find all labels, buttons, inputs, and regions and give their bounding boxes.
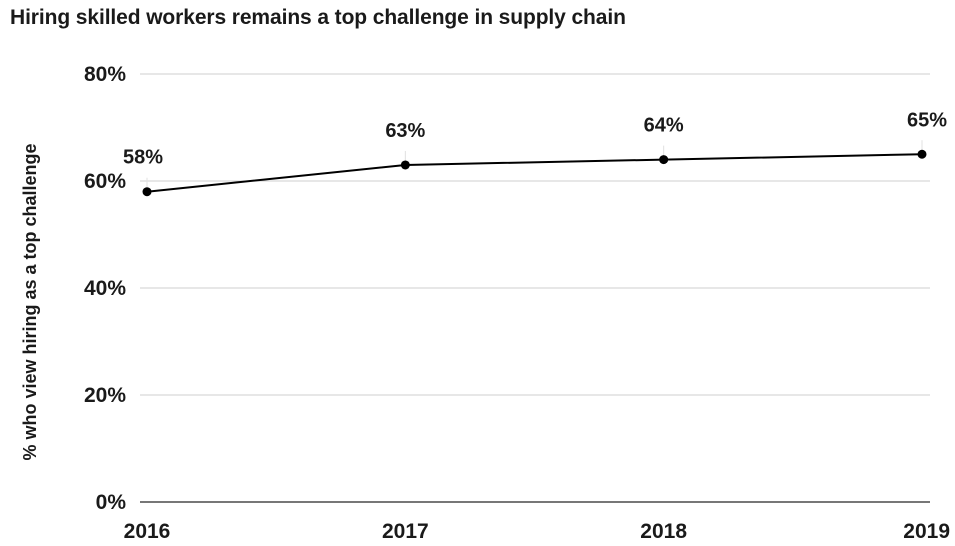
x-tick-label: 2016 — [124, 520, 171, 543]
data-label: 65% — [907, 109, 947, 131]
x-axis-ticks: 2016 2017 2018 2019 — [124, 520, 950, 543]
data-label: 63% — [385, 120, 425, 142]
gridlines — [140, 73, 930, 503]
y-tick-label: 20% — [84, 384, 126, 407]
x-tick-label: 2017 — [382, 520, 429, 543]
series-line-path — [146, 153, 923, 193]
x-tick-label: 2019 — [903, 520, 950, 543]
y-axis-title: % who view hiring as a top challenge — [20, 143, 40, 460]
data-point — [917, 149, 927, 159]
y-axis-ticks: 0% 20% 40% 60% 80% — [84, 63, 126, 514]
data-point — [659, 155, 669, 165]
y-tick-label: 80% — [84, 63, 126, 86]
data-point — [400, 160, 410, 170]
y-tick-label: 0% — [96, 491, 127, 514]
data-points — [142, 149, 927, 197]
chart-title: Hiring skilled workers remains a top cha… — [10, 6, 626, 29]
x-tick-label: 2018 — [640, 520, 687, 543]
y-tick-label: 40% — [84, 277, 126, 300]
data-label: 58% — [123, 147, 163, 169]
data-labels: 58% 63% 64% 65% — [123, 109, 947, 168]
series-line — [146, 140, 923, 193]
data-point — [142, 187, 152, 197]
data-label: 64% — [644, 115, 684, 137]
y-tick-label: 60% — [84, 170, 126, 193]
